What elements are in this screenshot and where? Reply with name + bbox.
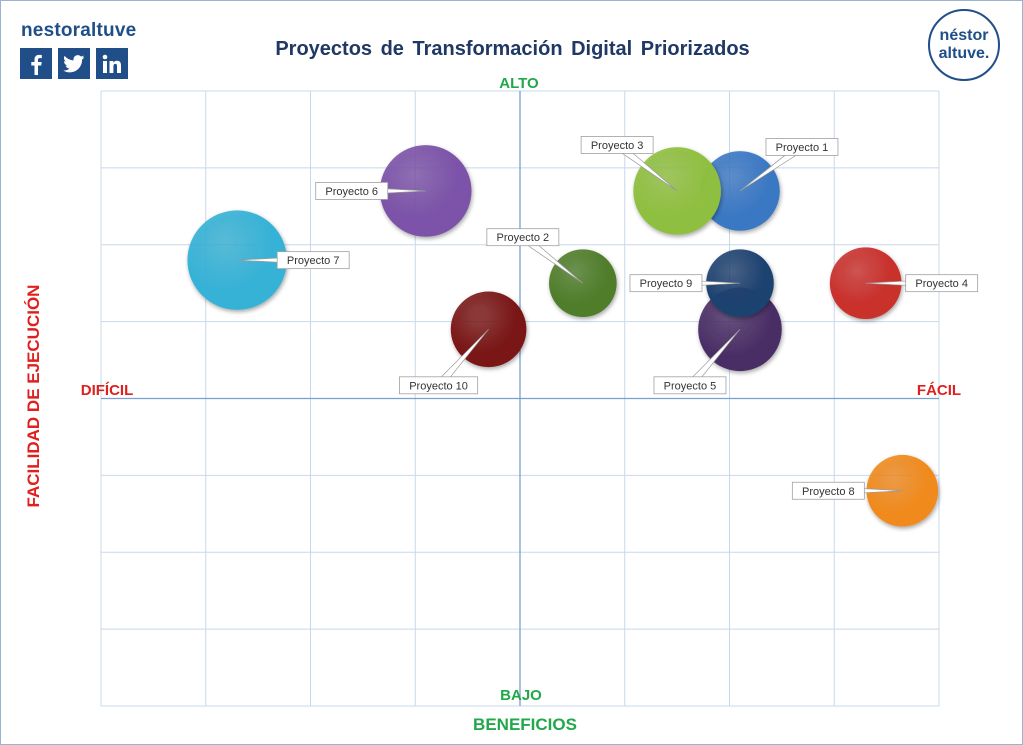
label-text: Proyecto 5 <box>664 380 717 392</box>
chart-title: Proyectos de Transformación Digital Prio… <box>275 38 750 60</box>
label-text: Proyecto 6 <box>325 186 378 198</box>
data-label: Proyecto 1 <box>739 138 839 192</box>
data-label: Proyecto 10 <box>399 329 489 395</box>
data-label: Proyecto 8 <box>791 481 903 500</box>
label-text: Proyecto 10 <box>409 380 468 392</box>
data-label: Proyecto 9 <box>629 274 740 293</box>
label-box <box>653 376 727 395</box>
y-axis-label: FACILIDAD DE EJECUCIÓN <box>24 284 43 508</box>
data-label: Proyecto 6 <box>315 182 426 200</box>
data-label: Proyecto 3 <box>580 136 678 192</box>
label-box <box>791 481 865 500</box>
data-label: Proyecto 4 <box>865 274 979 293</box>
label-box <box>486 228 560 247</box>
quadrant-axes <box>101 91 939 706</box>
data-label: Proyecto 5 <box>653 329 741 395</box>
label-box <box>580 136 654 154</box>
brand-name: nestoraltuve <box>21 20 137 41</box>
data-label: Proyecto 7 <box>237 251 350 270</box>
label-text: Proyecto 9 <box>640 278 693 290</box>
label-box <box>315 182 389 200</box>
brand-logo: néstor altuve. <box>928 9 1000 81</box>
bubbles <box>187 145 939 527</box>
label-text: Proyecto 4 <box>915 278 968 290</box>
label-box <box>905 274 979 293</box>
label-box <box>629 274 703 293</box>
label-text: Proyecto 1 <box>776 142 829 154</box>
label-box <box>276 251 350 270</box>
label-text: Proyecto 2 <box>497 232 550 244</box>
facebook-icon[interactable] <box>20 48 52 79</box>
label-text: Proyecto 7 <box>287 255 340 267</box>
label-box <box>399 376 479 395</box>
x-axis-label: BENEFICIOS <box>473 715 577 734</box>
data-label: Proyecto 2 <box>486 228 584 284</box>
quadrant-label-right: FÁCIL <box>916 382 962 399</box>
social-links <box>20 48 128 79</box>
label-text: Proyecto 8 <box>802 486 855 498</box>
quadrant-label-left: DIFÍCIL <box>80 382 134 399</box>
quadrant-label-bottom: BAJO <box>500 687 542 704</box>
label-box <box>765 138 839 156</box>
logo-line-2: altuve. <box>938 45 990 62</box>
logo-line-1: néstor <box>939 27 989 44</box>
linkedin-icon[interactable] <box>96 48 128 79</box>
bubble-labels: Proyecto 1 Proyecto 2 Proyecto 3 Proyecto 4… <box>237 136 979 500</box>
twitter-icon[interactable] <box>58 48 90 79</box>
label-text: Proyecto 3 <box>591 140 644 152</box>
quadrant-label-top: ALTO <box>499 75 539 92</box>
